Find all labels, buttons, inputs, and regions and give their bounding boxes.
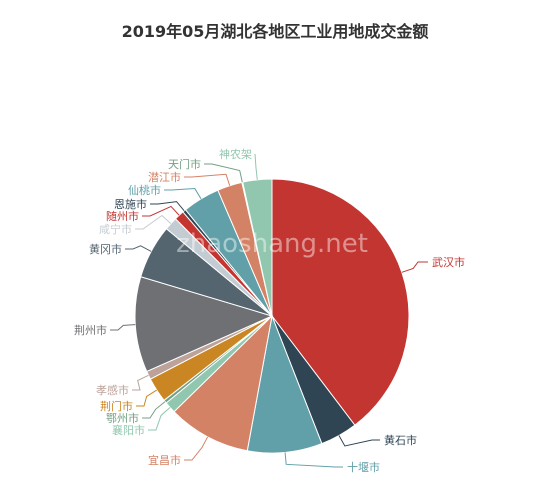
leader-line [110,325,135,330]
slice-label: 随州市 [106,209,139,223]
slice-label: 十堰市 [347,460,380,474]
slice-label: 荆门市 [100,399,133,413]
slice-label: 黄冈市 [89,242,122,256]
leader-line [150,202,184,211]
slice-label: 恩施市 [114,197,147,211]
slice-label: 黄石市 [384,433,417,447]
slice-label: 孝感市 [96,383,129,397]
leader-line [255,154,257,180]
leader-line [136,390,157,406]
leader-line [142,206,179,216]
pie-slices [135,179,409,453]
watermark-text: zhaoshang.net [176,229,368,259]
leader-line [184,174,230,185]
leader-line [285,452,343,467]
slice-label: 仙桃市 [128,183,161,197]
slice-label: 武汉市 [432,255,465,269]
leader-line [148,407,170,430]
slice-label: 鄂州市 [106,411,139,425]
leader-line [132,375,149,390]
slice-label: 神农架 [219,147,252,161]
slice-label: 潜江市 [148,170,181,184]
slice-label: 荆州市 [74,323,107,337]
slice-label: 宜昌市 [148,453,181,467]
leader-line [204,164,242,182]
leader-line [339,436,380,446]
chart-title: 2019年05月湖北各地区工业用地成交金额 [122,22,429,41]
leader-line [184,437,208,460]
leader-line [135,216,171,229]
slice-label: 咸宁市 [99,222,132,236]
leader-line [164,189,201,199]
leader-line [402,262,428,272]
slice-label: 天门市 [168,157,201,171]
slice-label: 襄阳市 [112,423,145,437]
leader-line [125,246,151,252]
